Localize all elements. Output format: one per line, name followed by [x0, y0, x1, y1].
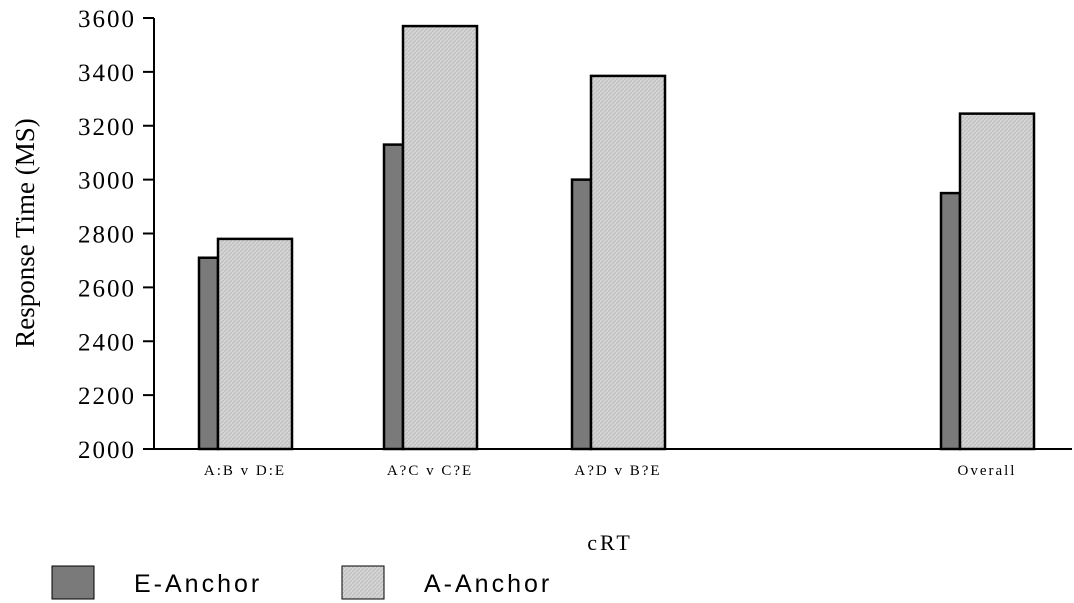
- y-axis-title: Response Time (MS): [10, 118, 40, 348]
- y-tick-label: 2600: [78, 275, 136, 302]
- y-axis-ticks: 2000 2200 2400 2600 2800 3000 3200 3400 3600: [78, 6, 154, 464]
- y-tick-label: 3200: [78, 114, 136, 141]
- y-tick-label: 3400: [78, 60, 136, 87]
- x-category-label: Overall: [958, 463, 1017, 479]
- x-axis-title: cRT: [587, 530, 633, 555]
- legend-swatch-e-anchor: [51, 565, 95, 600]
- y-tick-label: 2800: [78, 222, 136, 249]
- legend-swatch-a-anchor: [341, 565, 385, 600]
- bar-e-anchor: [570, 178, 593, 451]
- y-tick-label: 2400: [78, 329, 136, 356]
- x-category-label: A?C v C?E: [387, 463, 473, 479]
- bar-a-anchor: [589, 74, 667, 451]
- bar-a-anchor: [958, 112, 1036, 451]
- bar-a-anchor: [216, 237, 294, 451]
- legend-label-a-anchor: A-Anchor: [424, 570, 552, 598]
- y-tick-label: 3000: [78, 168, 136, 195]
- bar-a-anchor: [401, 24, 479, 451]
- x-axis-categories: A:B v D:E A?C v C?E A?D v B?E Overall: [204, 463, 1017, 479]
- bar-e-anchor: [382, 143, 405, 451]
- bar-e-anchor: [197, 256, 220, 451]
- y-tick-label: 3600: [78, 6, 136, 33]
- y-tick-label: 2200: [78, 383, 136, 410]
- bars: [197, 24, 1036, 451]
- legend: E-Anchor A-Anchor: [51, 565, 552, 600]
- legend-label-e-anchor: E-Anchor: [134, 570, 262, 598]
- y-tick-label: 2000: [78, 437, 136, 464]
- x-category-label: A:B v D:E: [204, 463, 286, 479]
- x-category-label: A?D v B?E: [574, 463, 661, 479]
- bar-e-anchor: [939, 191, 962, 451]
